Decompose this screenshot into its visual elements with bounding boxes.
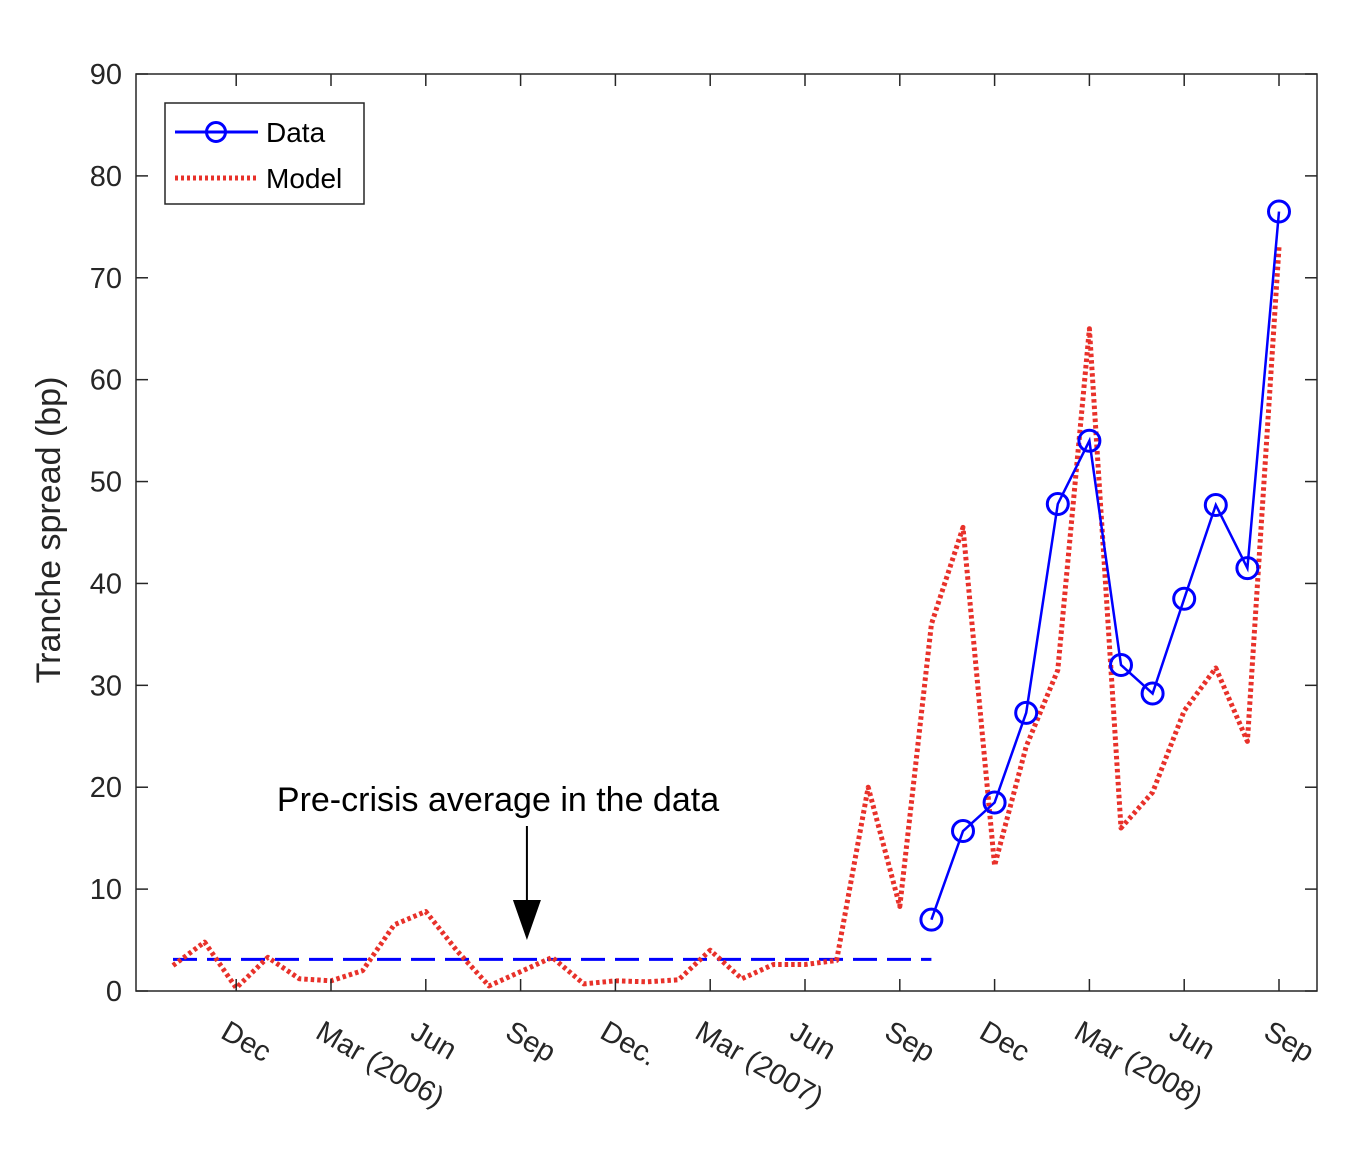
x-tick-label: Jun (785, 1015, 842, 1066)
legend-box (164, 102, 365, 205)
y-tick-label: 30 (90, 670, 122, 702)
y-tick-label: 70 (90, 263, 122, 295)
annotation-text: Pre-crisis average in the data (277, 781, 719, 819)
axes-frame (135, 73, 1318, 992)
series-layer (171, 199, 1291, 991)
x-tick-label: Dec (216, 1015, 277, 1069)
series-data-point (1045, 491, 1070, 516)
series-data-point (982, 790, 1007, 815)
y-tick-label: 20 (90, 772, 122, 804)
series-data-line (930, 211, 1281, 921)
y-tick-label: 60 (90, 365, 122, 397)
series-data-point (1203, 492, 1228, 517)
x-tick-label: Dec. (595, 1015, 663, 1073)
y-tick-label: 10 (90, 874, 122, 906)
series-data-point (919, 907, 944, 932)
arrow-head (512, 900, 541, 940)
x-tick-label: Jun (1164, 1015, 1221, 1066)
axes (135, 73, 1318, 992)
y-tick-label: 0 (106, 976, 122, 1008)
x-tick-label: Sep (1259, 1015, 1320, 1069)
annotation: Pre-crisis average in the data (277, 781, 719, 940)
y-axis-ticks: 0 10 20 30 40 50 60 70 80 90 (90, 59, 1317, 1008)
y-tick-label: 50 (90, 467, 122, 499)
series-data-point (1109, 652, 1133, 677)
series-data-point (1077, 428, 1102, 453)
series-data-point (1235, 556, 1260, 581)
x-tick-label: Sep (500, 1015, 561, 1069)
y-axis-label: Tranche spread (bp) (30, 377, 68, 684)
x-tick-label: Sep (879, 1015, 940, 1069)
series-data-point (1140, 681, 1165, 706)
x-tick-label: Dec (974, 1015, 1035, 1069)
y-tick-label: 90 (90, 59, 122, 91)
legend-label-data: Data (266, 117, 326, 148)
legend: Data Model (164, 102, 365, 205)
series-model-line (171, 247, 1282, 991)
series-data-point (951, 819, 975, 844)
x-tick-label: Jun (405, 1015, 462, 1066)
legend-data-marker (205, 121, 227, 143)
y-tick-label: 80 (90, 161, 122, 193)
series-data-point (1267, 199, 1291, 224)
annotation-arrow (512, 826, 541, 940)
y-tick-label: 40 (90, 568, 122, 600)
legend-label-model: Model (266, 163, 342, 194)
series-data-point (1172, 586, 1197, 611)
series-data-point (1014, 700, 1039, 725)
